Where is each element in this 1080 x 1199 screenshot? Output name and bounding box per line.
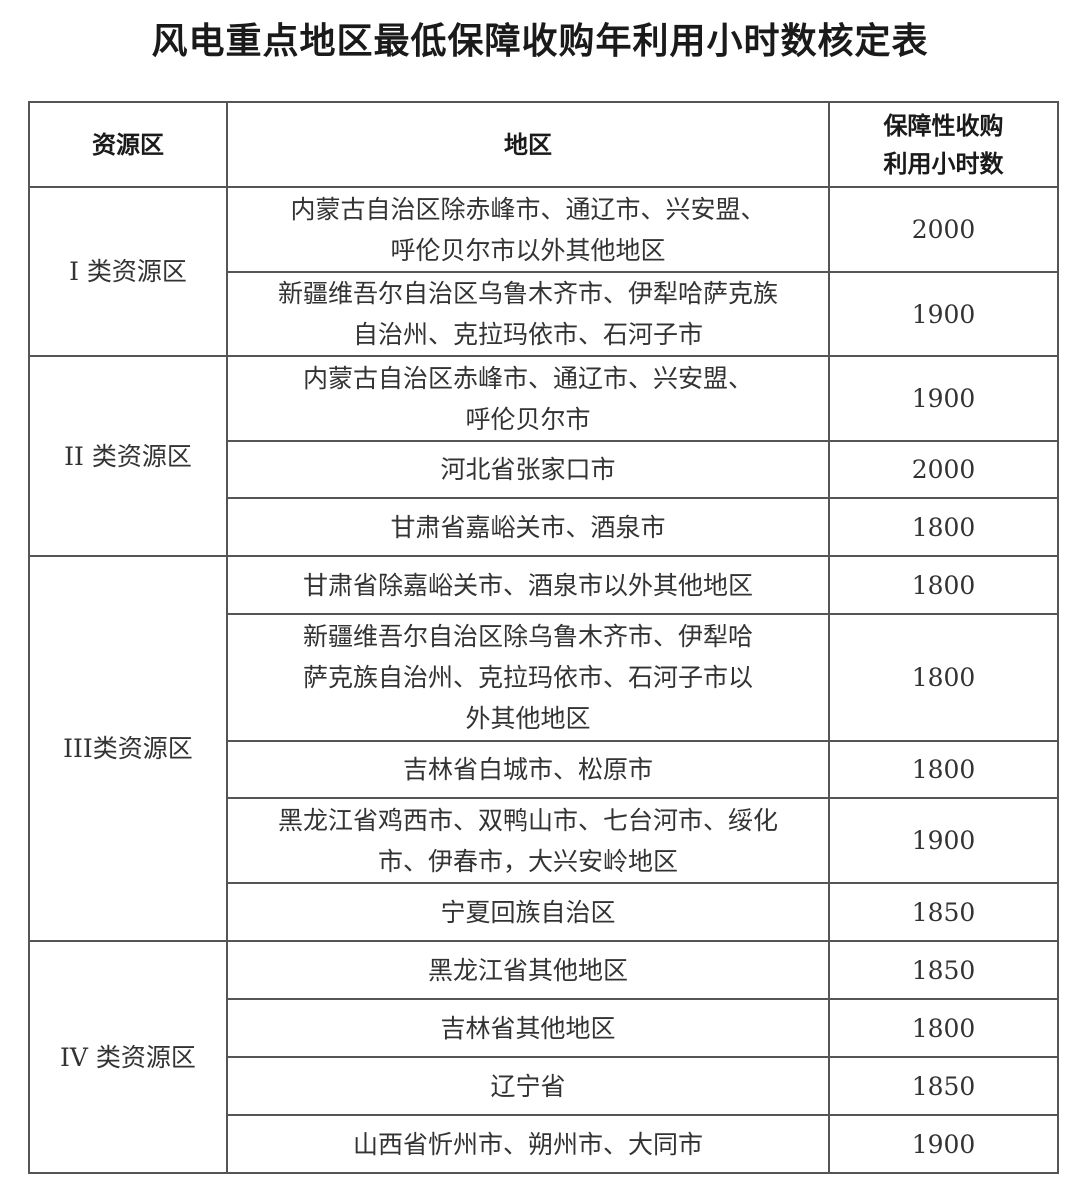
hours-cell: 1850 xyxy=(828,940,1059,1000)
region-line: 吉林省白城市、松原市 xyxy=(402,755,653,784)
region-line: 市、伊春市，大兴安岭地区 xyxy=(377,846,678,876)
region-line: 自治州、克拉玛依市、石河子市 xyxy=(352,320,703,349)
region-cell: 河北省张家口市 xyxy=(226,440,830,499)
region-cell: 黑龙江省鸡西市、双鸭山市、七台河市、绥化 市、伊春市，大兴安岭地区 xyxy=(226,797,830,884)
resource-zone-cell: III类资源区 xyxy=(28,555,228,942)
region-cell: 吉林省白城市、松原市 xyxy=(226,740,830,799)
region-line: 黑龙江省其他地区 xyxy=(427,955,628,985)
region-line: 甘肃省嘉峪关市、酒泉市 xyxy=(390,512,666,542)
hours-cell: 1850 xyxy=(828,882,1059,942)
table-row: 辽宁省 1850 xyxy=(29,1056,1059,1116)
region-line: 宁夏回族自治区 xyxy=(440,897,616,927)
region-cell: 新疆维吾尔自治区乌鲁木齐市、伊犁哈萨克族 自治州、克拉玛依市、石河子市 xyxy=(226,271,830,357)
hours-cell: 1800 xyxy=(828,497,1059,557)
table-row: 甘肃省嘉峪关市、酒泉市 1800 xyxy=(29,497,1059,557)
header-region: 地区 xyxy=(226,101,830,188)
region-cell: 山西省忻州市、朔州市、大同市 xyxy=(226,1114,830,1174)
region-line: 黑龙江省鸡西市、双鸭山市、七台河市、绥化 xyxy=(277,805,778,835)
region-cell: 内蒙古自治区赤峰市、通辽市、兴安盟、 呼伦贝尔市 xyxy=(226,355,830,442)
table-row: 吉林省其他地区 1800 xyxy=(29,998,1059,1058)
hours-cell: 1800 xyxy=(828,998,1059,1058)
hours-cell: 1800 xyxy=(828,740,1059,799)
region-line: 甘肃省除嘉峪关市、酒泉市以外其他地区 xyxy=(302,570,753,600)
hours-cell: 1900 xyxy=(828,797,1059,884)
resource-zone-cell: IV 类资源区 xyxy=(28,940,228,1174)
wind-power-hours-table: 资源区 地区 保障性收购 利用小时数 I 类资源区 内蒙古自治区除赤峰市、通辽市、兴… xyxy=(28,101,1059,1174)
region-cell: 黑龙江省其他地区 xyxy=(226,940,830,1000)
region-cell: 甘肃省嘉峪关市、酒泉市 xyxy=(226,497,830,557)
region-cell: 新疆维吾尔自治区除乌鲁木齐市、伊犁哈 萨克族自治州、克拉玛依市、石河子市以 外其他地… xyxy=(226,613,830,742)
table-row: II 类资源区 内蒙古自治区赤峰市、通辽市、兴安盟、 呼伦贝尔市 1900 xyxy=(28,355,1059,557)
region-line: 辽宁省 xyxy=(490,1071,566,1101)
hours-cell: 1850 xyxy=(828,1056,1059,1116)
hours-cell: 1900 xyxy=(828,271,1059,357)
region-cell: 甘肃省除嘉峪关市、酒泉市以外其他地区 xyxy=(226,555,830,615)
resource-zone-cell: II 类资源区 xyxy=(28,355,228,557)
region-line: 内蒙古自治区除赤峰市、通辽市、兴安盟、 xyxy=(290,194,766,224)
region-line: 内蒙古自治区赤峰市、通辽市、兴安盟、 xyxy=(302,363,753,393)
table-row: 宁夏回族自治区 1850 xyxy=(29,882,1059,942)
table-row: 新疆维吾尔自治区乌鲁木齐市、伊犁哈萨克族 自治州、克拉玛依市、石河子市 1900 xyxy=(29,271,1059,357)
table-row: III类资源区 甘肃省除嘉峪关市、酒泉市以外其他地区 1800 xyxy=(28,555,1059,942)
hours-cell: 1900 xyxy=(828,355,1059,442)
table-row: 新疆维吾尔自治区除乌鲁木齐市、伊犁哈 萨克族自治州、克拉玛依市、石河子市以 外其他地… xyxy=(29,613,1059,742)
region-cell: 辽宁省 xyxy=(226,1056,830,1116)
table-row: I 类资源区 内蒙古自治区除赤峰市、通辽市、兴安盟、 呼伦贝尔市以外其他地区 2000 xyxy=(28,186,1059,357)
header-hours-line: 利用小时数 xyxy=(883,149,1004,178)
region-cell: 宁夏回族自治区 xyxy=(226,882,830,942)
document-title: 风电重点地区最低保障收购年利用小时数核定表 xyxy=(151,21,929,62)
header-row: 资源区 地区 保障性收购利用小时数 xyxy=(28,101,1059,188)
hours-cell: 2000 xyxy=(828,440,1059,499)
region-line: 外其他地区 xyxy=(465,704,591,733)
hours-cell: 1800 xyxy=(828,555,1059,615)
region-line: 呼伦贝尔市以外其他地区 xyxy=(390,235,666,265)
region-cell: 吉林省其他地区 xyxy=(226,998,830,1058)
region-line: 萨克族自治州、克拉玛依市、石河子市以 xyxy=(302,663,753,692)
table-row: IV 类资源区 黑龙江省其他地区 1850 xyxy=(28,940,1059,1174)
hours-cell: 1800 xyxy=(828,613,1059,742)
hours-cell: 2000 xyxy=(828,186,1059,273)
region-line: 山西省忻州市、朔州市、大同市 xyxy=(352,1129,703,1159)
table-row: 黑龙江省鸡西市、双鸭山市、七台河市、绥化 市、伊春市，大兴安岭地区 1900 xyxy=(29,797,1059,884)
region-line: 新疆维吾尔自治区乌鲁木齐市、伊犁哈萨克族 xyxy=(277,279,778,308)
region-line: 呼伦贝尔市 xyxy=(465,404,591,434)
region-line: 新疆维吾尔自治区除乌鲁木齐市、伊犁哈 xyxy=(302,622,753,651)
table-row: 吉林省白城市、松原市 1800 xyxy=(29,740,1059,799)
region-line: 河北省张家口市 xyxy=(440,455,616,484)
region-line: 吉林省其他地区 xyxy=(440,1013,616,1043)
region-cell: 内蒙古自治区除赤峰市、通辽市、兴安盟、 呼伦贝尔市以外其他地区 xyxy=(226,186,830,273)
header-zone: 资源区 xyxy=(28,101,228,188)
hours-cell: 1900 xyxy=(828,1114,1059,1174)
resource-zone-cell: I 类资源区 xyxy=(28,186,228,357)
table-row: 河北省张家口市 2000 xyxy=(29,440,1059,499)
header-hours: 保障性收购利用小时数 xyxy=(828,101,1059,188)
table-row: 山西省忻州市、朔州市、大同市 1900 xyxy=(29,1114,1059,1174)
header-hours-line: 保障性收购 xyxy=(883,111,1004,140)
